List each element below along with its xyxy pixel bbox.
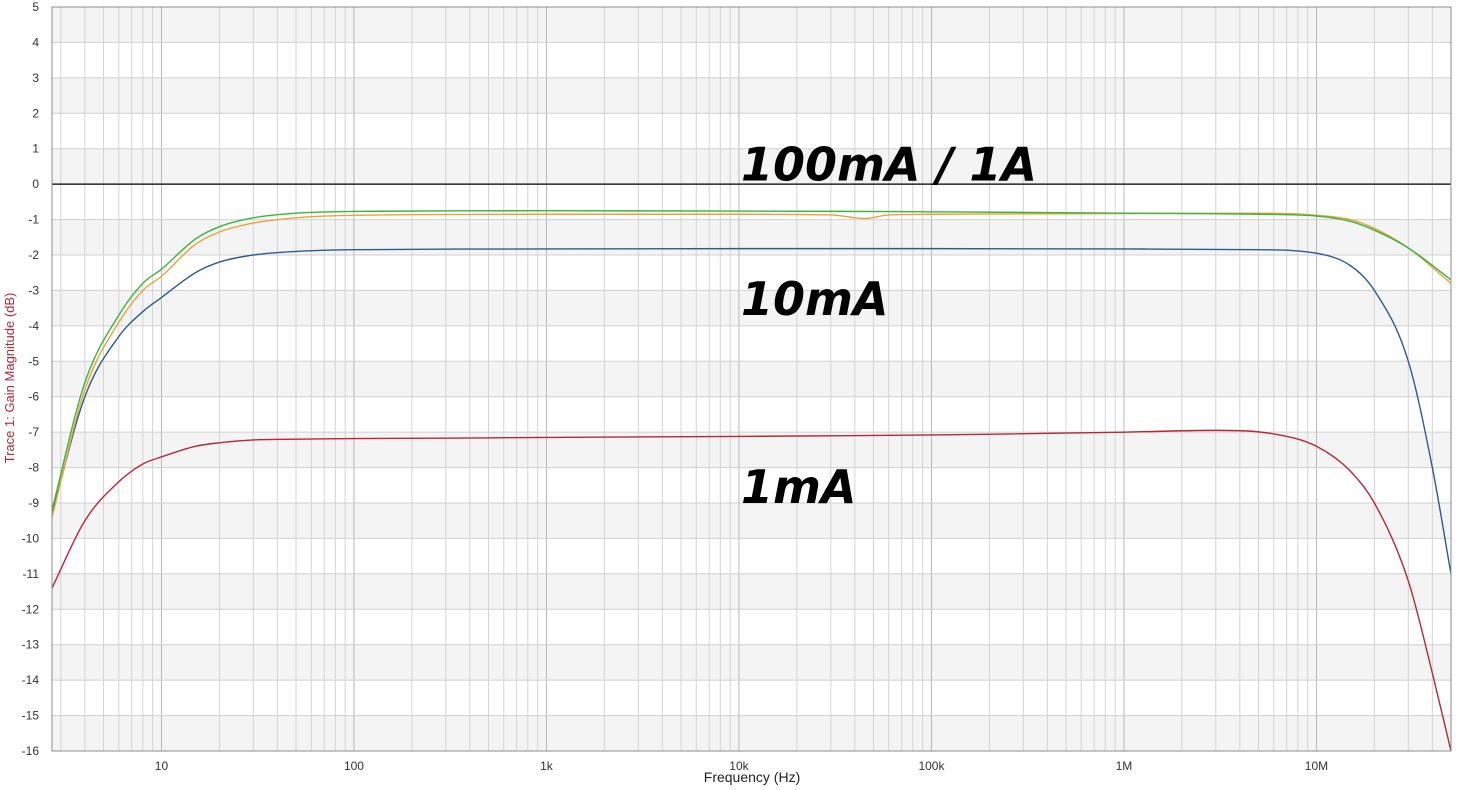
- y-axis-title: Trace 1: Gain Magnitude (dB): [2, 293, 17, 464]
- grid-lines: [52, 6, 1452, 752]
- series-line-1: [51, 429, 1452, 752]
- y-tick-label: -4: [28, 319, 39, 333]
- y-tick-label: -12: [22, 602, 40, 616]
- curve-annotation: 10mA: [741, 272, 889, 326]
- series-line-2: [51, 247, 1452, 574]
- y-tick-label: -6: [28, 390, 39, 404]
- y-tick-label: 4: [32, 35, 39, 49]
- grid-band: [52, 42, 1451, 78]
- y-tick-label: -5: [28, 354, 39, 368]
- grid-band: [52, 715, 1451, 751]
- y-axis-tick-labels: 5 4 3 2 1 0 -1 -2 -3 -4 -5 -6 -7 -8 -9 -10 -11 -12 -13 -14 -…: [22, 0, 40, 758]
- y-tick-label: -11: [23, 567, 40, 581]
- grid-band: [52, 255, 1451, 291]
- y-tick-label: -10: [22, 531, 40, 545]
- y-tick-label: 1: [32, 142, 39, 156]
- curve-annotations: 100mA / 1A 10mA 1mA: [741, 138, 1037, 514]
- y-tick-label: -14: [22, 673, 40, 687]
- y-tick-label: 0: [32, 177, 39, 191]
- plot-background-bands: [52, 7, 1451, 751]
- x-tick-label: 10: [155, 759, 169, 773]
- y-tick-label: -16: [22, 744, 40, 758]
- x-tick-label: 1k: [540, 759, 554, 773]
- grid-band: [52, 503, 1451, 539]
- plot-border: [51, 6, 1452, 752]
- series-line-4: [51, 210, 1452, 511]
- x-axis-tick-labels: 10 100 1k 10k 100k 1M 10M: [155, 759, 1328, 773]
- x-tick-label: 1M: [1116, 759, 1133, 773]
- curve-annotation: 100mA / 1A: [741, 138, 1037, 192]
- grid-band: [52, 113, 1451, 149]
- y-tick-label: -8: [28, 461, 39, 475]
- grid-band: [52, 148, 1451, 185]
- grid-band: [52, 467, 1451, 503]
- grid-band: [52, 538, 1451, 574]
- x-tick-label: 100k: [918, 759, 945, 773]
- grid-band: [52, 290, 1451, 326]
- y-tick-label: -9: [28, 496, 39, 510]
- grid-band: [52, 680, 1451, 716]
- grid-band: [52, 432, 1451, 468]
- grid-band: [52, 573, 1451, 610]
- grid-band: [52, 609, 1451, 645]
- curve-annotation: 1mA: [741, 460, 857, 514]
- y-tick-label: -13: [22, 638, 40, 652]
- grid-band: [52, 77, 1451, 114]
- y-tick-label: -2: [28, 248, 39, 262]
- y-tick-label: -7: [28, 425, 39, 439]
- x-axis-title: Frequency (Hz): [704, 769, 800, 785]
- grid-band: [52, 325, 1451, 362]
- x-tick-label: 10k: [729, 759, 749, 773]
- x-tick-label: 100: [344, 759, 364, 773]
- x-tick-label: 10M: [1305, 759, 1328, 773]
- y-tick-label: -3: [28, 283, 39, 297]
- y-tick-label: 2: [32, 106, 39, 120]
- y-tick-label: 3: [32, 71, 39, 85]
- series-lines: [51, 210, 1452, 752]
- grid-band: [52, 396, 1451, 433]
- y-tick-label: -15: [22, 709, 40, 723]
- y-tick-label: -1: [28, 213, 39, 227]
- grid-band: [52, 361, 1451, 397]
- grid-band: [52, 7, 1451, 43]
- grid-band: [52, 644, 1451, 681]
- y-tick-label: 5: [32, 0, 39, 14]
